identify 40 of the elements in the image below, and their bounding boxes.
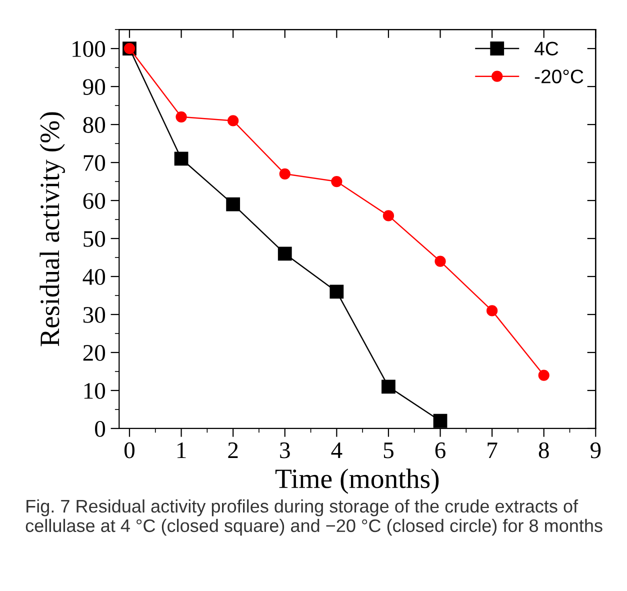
y-tick-label: 20 xyxy=(83,344,106,361)
y-tick-label: 30 xyxy=(83,306,106,323)
x-axis-title: Time (months) xyxy=(275,468,439,494)
legend-label: -20°C xyxy=(534,70,584,84)
x-tick-label: 2 xyxy=(228,442,238,458)
point xyxy=(433,414,448,428)
x-tick-label: 5 xyxy=(384,442,394,458)
y-tick-label: 70 xyxy=(84,155,106,171)
x-tick-label: 6 xyxy=(435,442,446,458)
point xyxy=(176,111,187,122)
point xyxy=(331,176,342,188)
y-tick-label: 80 xyxy=(83,117,106,133)
point xyxy=(174,152,188,166)
legend-label: 4C xyxy=(534,42,558,56)
caption: Fig. 7 Residual activity profiles during storage of the crude extracts of cellulase at 4 °C (closed square) and −20 °C (closed circle) for 8 months xyxy=(26,499,602,536)
point xyxy=(434,256,446,267)
y-axis-title: Residual activity (%) xyxy=(40,112,65,346)
point xyxy=(382,380,396,394)
x-tick-label: 8 xyxy=(538,442,549,458)
point xyxy=(228,115,239,126)
x-tick-label: 1 xyxy=(177,442,186,458)
y-tick-label: 50 xyxy=(84,231,106,247)
point xyxy=(226,197,240,212)
point xyxy=(278,246,292,261)
x-tick-label: 4 xyxy=(331,442,342,458)
x-tick-label: 9 xyxy=(590,442,601,458)
x-tick-label: 3 xyxy=(280,442,290,458)
y-tick-label: 100 xyxy=(72,41,106,57)
y-tick-label: 0 xyxy=(95,420,106,437)
y-tick-label: 90 xyxy=(83,79,106,95)
point xyxy=(279,168,290,180)
point xyxy=(486,305,498,316)
y-tick-label: 60 xyxy=(83,193,106,209)
x-tick-label: 7 xyxy=(488,442,498,458)
y-tick-label: 10 xyxy=(84,382,106,399)
x-tick-label: 0 xyxy=(124,442,134,458)
y-tick-label: 40 xyxy=(82,268,106,285)
point xyxy=(538,370,550,381)
point xyxy=(382,210,394,222)
point xyxy=(330,284,344,299)
